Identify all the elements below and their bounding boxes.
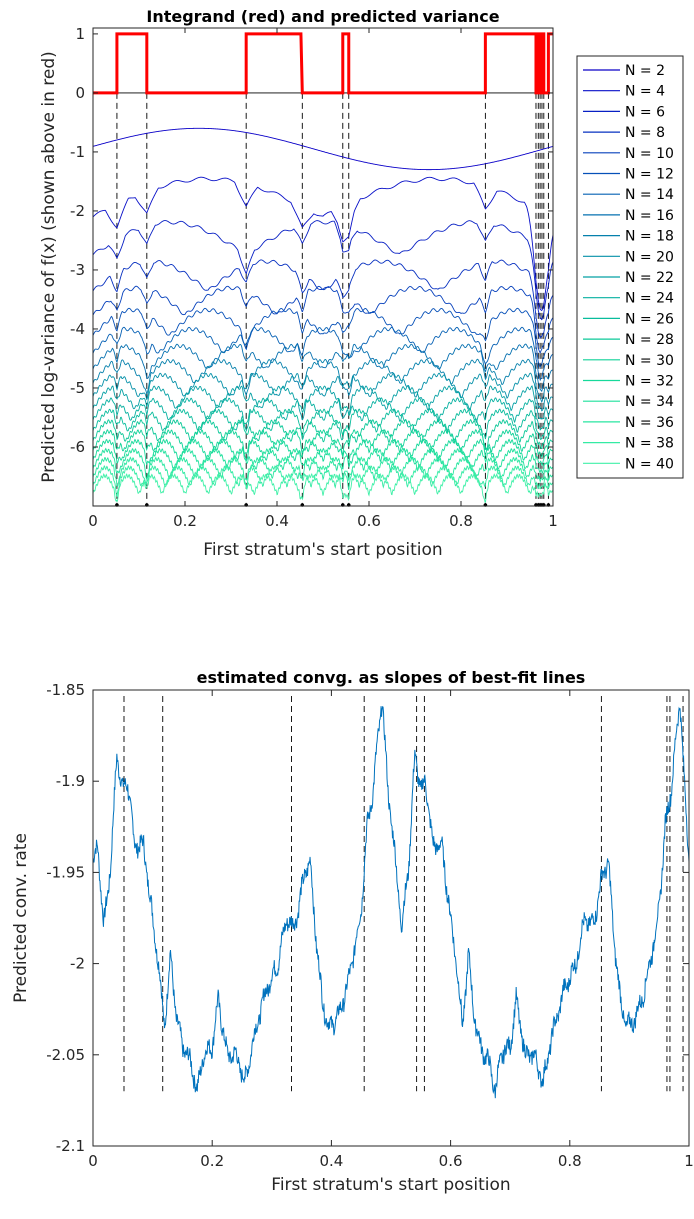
x-tick-label: 1: [684, 1152, 694, 1170]
x-tick-label: 0.4: [265, 512, 289, 530]
top-axes-box: [92, 27, 554, 507]
variance-series-line: [92, 464, 554, 498]
top-y-ticks: 1 0 -1 -2 -3 -4 -5 -6: [70, 25, 553, 456]
x-tick-label: 0.6: [439, 1152, 463, 1170]
x-tick-label: 0.2: [173, 512, 197, 530]
y-tick-label: -2.1: [56, 1137, 85, 1155]
x-tick-label: 0.2: [200, 1152, 224, 1170]
legend-label: N = 36: [625, 415, 674, 431]
y-tick-label: -2: [70, 955, 85, 973]
variance-series-line: [92, 285, 554, 354]
y-tick-label: -1.9: [56, 772, 85, 790]
bottom-x-axis-label: First stratum's start position: [271, 1175, 510, 1195]
legend-label: N = 38: [625, 436, 674, 452]
legend-label: N = 40: [625, 456, 674, 472]
convergence-rate-line: [92, 706, 690, 1099]
x-tick-label: 1: [548, 512, 558, 530]
top-plot-area: [93, 28, 553, 506]
x-tick-label: 0: [88, 1152, 98, 1170]
variance-series-line: [92, 176, 554, 312]
legend-label: N = 34: [625, 394, 674, 410]
variance-series-line: [92, 326, 554, 382]
legend-label: N = 22: [625, 270, 674, 286]
legend-label: N = 20: [625, 249, 674, 265]
y-tick-label: -2: [70, 202, 85, 220]
y-tick-label: -4: [70, 320, 85, 338]
bottom-chart: 0 0.2 0.4 0.6 0.8 1 -1.85 -1.9 -1.95 -2 -2.05 -2.1…: [11, 668, 694, 1195]
variance-series-line: [92, 307, 554, 369]
top-x-axis-label: First stratum's start position: [203, 540, 442, 560]
bottom-y-ticks: -1.85 -1.9 -1.95 -2 -2.05 -2.1: [46, 681, 689, 1155]
variance-series-line: [92, 447, 554, 481]
legend-label: N = 14: [625, 187, 674, 203]
variance-series-line: [92, 372, 554, 412]
y-tick-label: -2.05: [46, 1046, 85, 1064]
y-tick-label: 1: [75, 25, 85, 43]
legend-label: N = 2: [625, 63, 665, 79]
legend-label: N = 26: [625, 311, 674, 327]
y-tick-label: 0: [75, 84, 85, 102]
integrand-line: [93, 32, 553, 95]
variance-series-line: [92, 472, 554, 503]
top-chart: 0 0.2 0.4 0.6 0.8 1 1 0 -1 -2 -3 -4 -5 -6 Integrand …: [39, 7, 684, 560]
legend-label: N = 4: [625, 84, 665, 100]
variance-series-line: [92, 343, 554, 393]
bottom-y-axis-label: Predicted conv. rate: [11, 833, 31, 1003]
variance-series-line: [92, 127, 554, 171]
legend-label: N = 24: [625, 291, 674, 307]
legend-label: N = 32: [625, 374, 674, 390]
variance-series-line: [92, 358, 554, 404]
x-tick-label: 0.8: [558, 1152, 582, 1170]
top-x-ticks: 0 0.2 0.4 0.6 0.8 1: [88, 28, 558, 530]
variance-series-line: [92, 438, 554, 469]
top-chart-title: Integrand (red) and predicted variance: [146, 7, 499, 26]
legend-label: N = 6: [625, 104, 665, 120]
x-tick-label: 0: [88, 512, 98, 530]
y-tick-label: -3: [70, 261, 85, 279]
y-tick-label: -6: [70, 438, 85, 456]
bottom-plot-area: [93, 690, 689, 1146]
bottom-axes-box: [92, 689, 690, 1147]
y-tick-label: -1: [70, 143, 85, 161]
legend-box: [576, 55, 684, 479]
legend-label: N = 12: [625, 167, 674, 183]
top-variance-series: [92, 127, 554, 503]
legend-label: N = 18: [625, 229, 674, 245]
variance-series-line: [92, 385, 554, 421]
variance-series-line: [92, 418, 554, 451]
x-tick-label: 0.8: [449, 512, 473, 530]
variance-series-line: [92, 428, 554, 463]
bottom-chart-title: estimated convg. as slopes of best-fit l…: [197, 668, 586, 687]
top-y-axis-label: Predicted log-variance of f(x) (shown ab…: [39, 51, 59, 483]
variance-series-line: [92, 220, 554, 321]
variance-series-line: [92, 397, 554, 433]
top-legend: N = 2 N = 4 N = 6 N = 8 N = 10 N = 12 N = 14 N …: [576, 55, 684, 479]
y-tick-label: -5: [70, 379, 85, 397]
legend-label: N = 8: [625, 125, 665, 141]
legend-label: N = 28: [625, 332, 674, 348]
legend-label: N = 30: [625, 353, 674, 369]
legend-label: N = 10: [625, 146, 674, 162]
x-tick-label: 0.4: [319, 1152, 343, 1170]
y-tick-label: -1.95: [46, 863, 85, 881]
x-tick-label: 0.6: [357, 512, 381, 530]
bottom-x-ticks: 0 0.2 0.4 0.6 0.8 1: [88, 690, 694, 1170]
y-tick-label: -1.85: [46, 681, 85, 699]
legend-label: N = 16: [625, 208, 674, 224]
